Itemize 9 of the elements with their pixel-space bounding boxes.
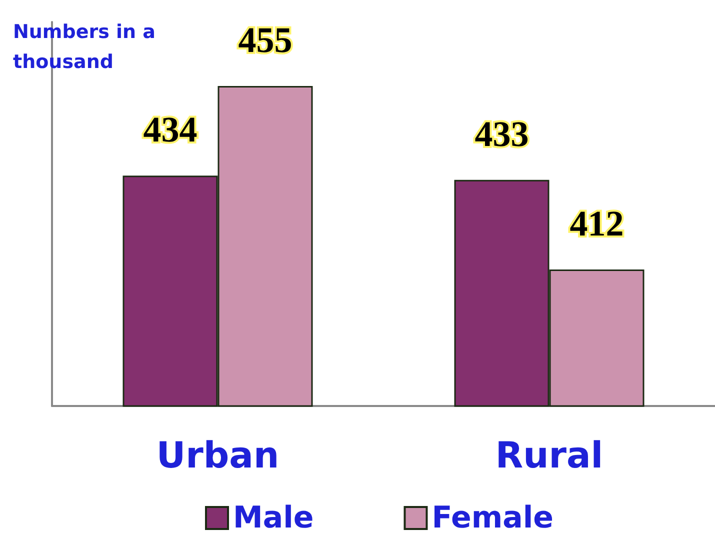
x-tick-label: Urban	[156, 436, 280, 476]
legend-label: Female	[432, 500, 554, 536]
data-label: 455	[238, 20, 292, 60]
data-label: 412	[570, 203, 624, 244]
data-label: 433	[474, 114, 529, 154]
legend-label: Male	[233, 500, 314, 536]
y-axis-title: Numbers in a thousand	[13, 21, 156, 73]
data-label: 434	[143, 110, 198, 150]
x-tick-label: Rural	[495, 436, 604, 476]
